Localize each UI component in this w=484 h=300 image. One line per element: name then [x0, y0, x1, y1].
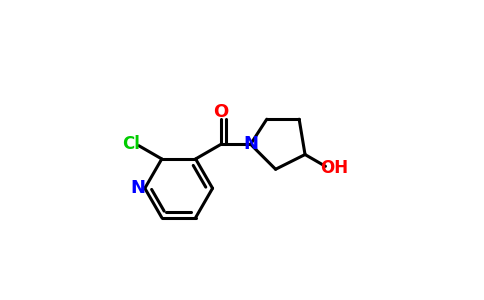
- Text: O: O: [213, 103, 229, 121]
- Text: N: N: [243, 135, 258, 153]
- Text: OH: OH: [320, 159, 348, 177]
- Text: Cl: Cl: [122, 135, 140, 153]
- Text: N: N: [131, 179, 146, 197]
